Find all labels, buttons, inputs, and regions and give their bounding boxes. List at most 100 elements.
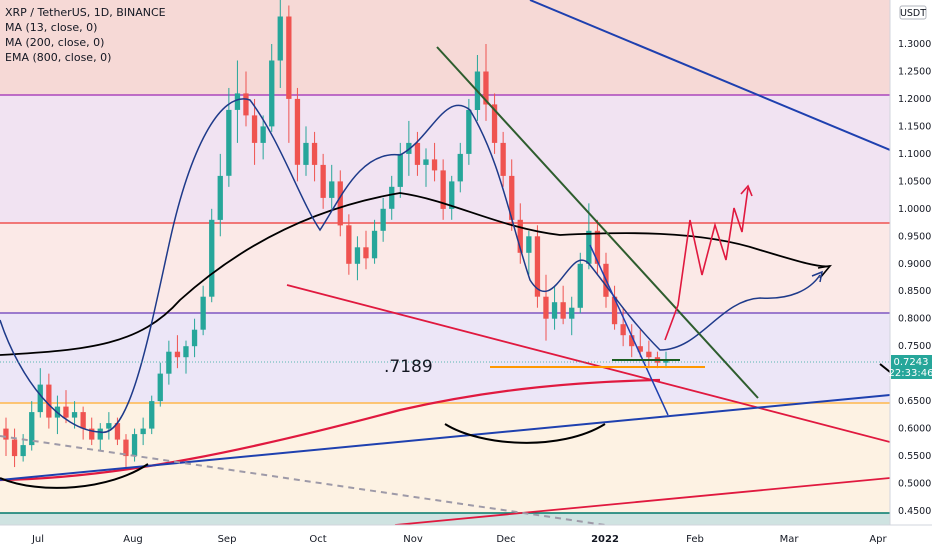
trendline-falling-wedge-top (436, 46, 759, 399)
candle-body (363, 247, 369, 259)
candle-39 (337, 170, 343, 237)
ema800-line (0, 378, 661, 482)
candle-body (311, 142, 318, 165)
candle-body (491, 104, 498, 143)
candle-body (380, 208, 386, 231)
candle-body (371, 230, 378, 259)
legend-ma13[interactable]: MA (13, close, 0) (5, 21, 98, 34)
trendline-blue-support (0, 394, 891, 481)
candle-38 (329, 164, 335, 209)
ma-projection-arrow (817, 264, 832, 279)
candle-body (500, 142, 506, 176)
trendline-blue-channel (589, 244, 669, 416)
candle-75 (646, 340, 652, 369)
y-tick-10: 0.8000 (898, 314, 931, 325)
time-axis: Jul Aug Sep Oct Nov Dec 2022 Feb Mar Apr (0, 524, 932, 550)
candle-body (63, 406, 69, 418)
candle-63 (543, 274, 549, 341)
candle-body (157, 373, 163, 402)
candle-62 (534, 225, 541, 308)
legend-symbol[interactable]: XRP / TetherUS, 1D, BINANCE (5, 6, 166, 19)
candle-body (543, 296, 549, 319)
candle-body (286, 16, 292, 99)
candle-16 (140, 417, 146, 446)
candle-40 (346, 214, 352, 275)
candle-21 (183, 340, 189, 374)
candle-body (106, 423, 112, 429)
y-tick-15: 0.5500 (898, 451, 931, 462)
candle-23 (200, 285, 206, 336)
moving-averages (0, 98, 831, 482)
candle-31 (269, 44, 275, 132)
candle-61 (526, 230, 532, 275)
candle-body (303, 142, 309, 165)
candle-18 (157, 362, 163, 407)
candle-body (269, 60, 275, 127)
legend-ma200[interactable]: MA (200, close, 0) (5, 36, 105, 49)
candle-body (577, 263, 583, 308)
candle-50 (431, 142, 438, 182)
candle-body (114, 423, 121, 440)
candles (3, 0, 669, 468)
x-tick-jul: Jul (31, 534, 44, 545)
y-tick-4: 1.1000 (898, 149, 931, 160)
candle-body (97, 428, 103, 440)
y-tick-9: 0.8500 (898, 286, 931, 297)
y-tick-labels: 1.3000 1.2500 1.2000 1.1500 1.1000 1.0500 1.00… (898, 39, 931, 517)
x-tick-nov: Nov (403, 534, 423, 545)
candle-body (449, 181, 455, 209)
candle-14 (123, 434, 129, 468)
candle-body (89, 428, 95, 440)
candle-36 (311, 131, 318, 182)
candle-0 (3, 417, 9, 457)
candle-body (551, 302, 558, 319)
candle-body (560, 302, 566, 319)
candle-35 (303, 126, 309, 176)
candle-body (320, 164, 326, 198)
candle-countdown: 22:33:46 (889, 368, 932, 379)
candle-body (251, 115, 258, 143)
candle-12 (106, 412, 112, 440)
legend-ema800[interactable]: EMA (800, close, 0) (5, 51, 112, 64)
y-tick-3: 1.1500 (898, 121, 931, 132)
candle-body (243, 93, 249, 116)
candle-body (209, 219, 215, 297)
cup-arc-left (0, 463, 149, 489)
candle-33 (286, 5, 292, 143)
candle-32 (277, 0, 283, 88)
candle-body (569, 307, 575, 319)
y-tick-6: 1.0000 (898, 204, 931, 215)
candle-53 (457, 142, 463, 193)
ma13-line (0, 98, 821, 433)
price-axis-bg (890, 0, 932, 525)
cup-arc-right (444, 423, 606, 444)
y-tick-14: 0.6000 (898, 424, 931, 435)
x-tick-labels: Jul Aug Sep Oct Nov Dec 2022 Feb Mar Apr (31, 534, 888, 545)
candle-24 (209, 208, 215, 303)
candle-body (11, 439, 18, 457)
candle-45 (389, 175, 395, 220)
candle-57 (491, 93, 498, 154)
zone-low (0, 403, 890, 513)
y-tick-2: 1.2000 (898, 94, 931, 105)
time-axis-bg (0, 525, 932, 550)
trendline-blue-top (529, 0, 891, 151)
candle-30 (260, 115, 266, 160)
currency-label: USDT (900, 8, 926, 19)
candle-71 (611, 285, 618, 330)
y-tick-8: 0.9000 (898, 259, 931, 270)
currency-badge[interactable]: USDT (899, 5, 927, 20)
last-price-tag: 0.7243 22:33:46 (889, 355, 932, 379)
candle-3 (29, 401, 35, 451)
candle-51 (440, 159, 446, 220)
candle-body (354, 247, 361, 264)
y-tick-16: 0.5000 (898, 479, 931, 490)
y-tick-5: 1.0500 (898, 176, 931, 187)
candle-body (431, 159, 438, 171)
y-tick-7: 0.9500 (898, 231, 931, 242)
candle-body (217, 175, 223, 220)
candle-67 (577, 252, 583, 314)
candle-48 (414, 131, 421, 176)
candle-body (20, 445, 26, 457)
